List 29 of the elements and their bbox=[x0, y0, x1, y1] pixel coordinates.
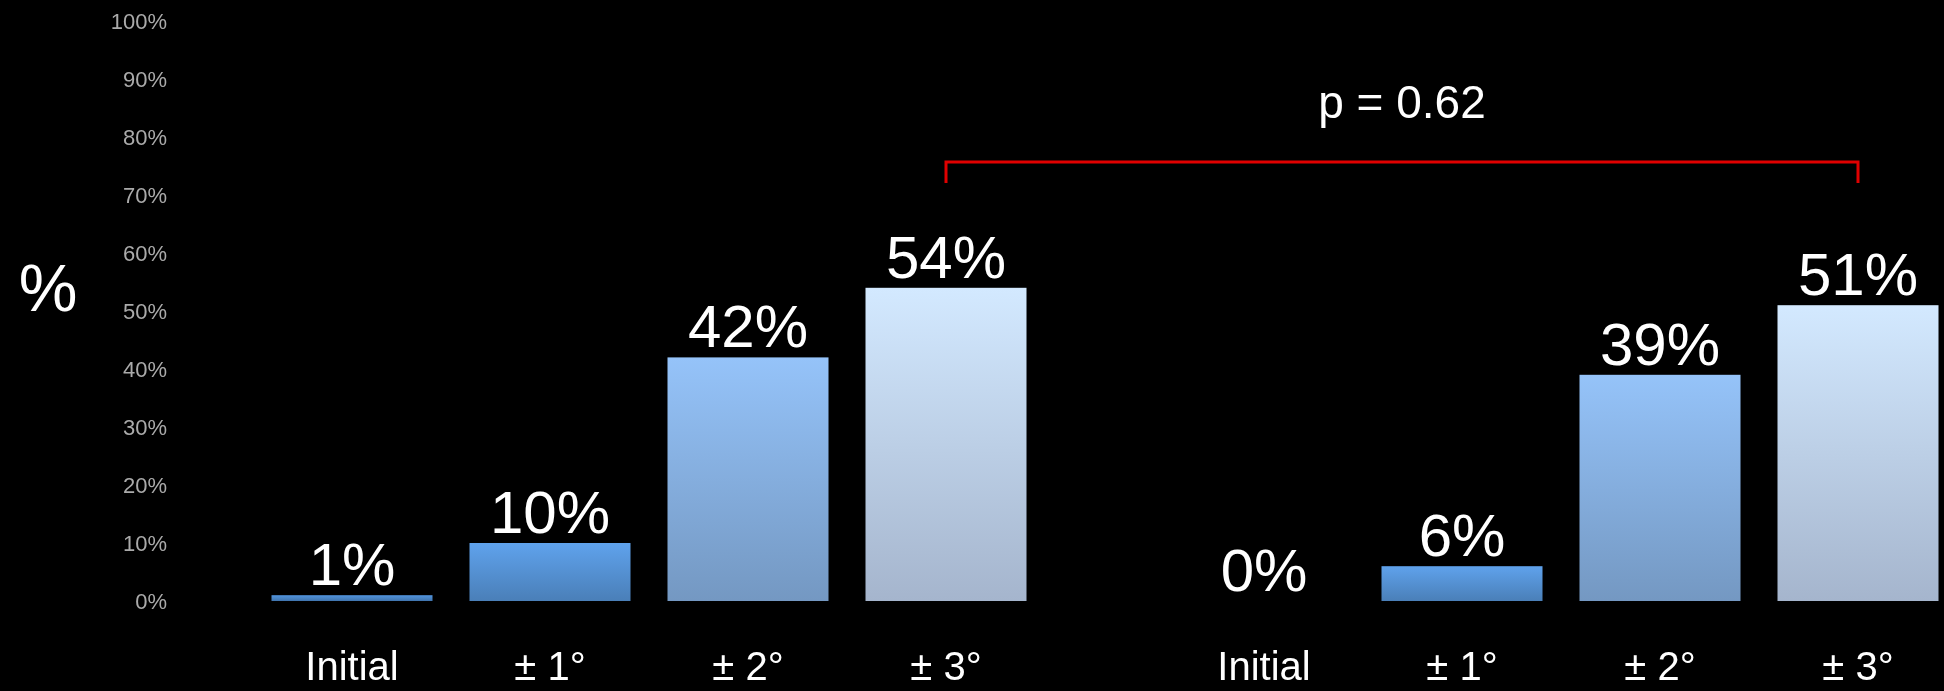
data-label: 0% bbox=[1220, 537, 1308, 604]
annotation: p = 0.62 bbox=[1318, 76, 1486, 128]
y-tick-label: 100% bbox=[110, 8, 167, 34]
y-tick-label: 40% bbox=[122, 356, 167, 382]
y-tick-label: 80% bbox=[122, 124, 167, 150]
data-label: 51% bbox=[1797, 241, 1919, 309]
y-tick-label: 30% bbox=[122, 414, 167, 440]
y-tick-label: 60% bbox=[122, 240, 167, 266]
x-tick-label: Initial bbox=[1217, 644, 1311, 688]
y-tick-label: 50% bbox=[122, 298, 167, 324]
y-tick-label: 90% bbox=[122, 66, 167, 92]
data-label: 1% bbox=[308, 531, 396, 599]
x-tick-label: Initial bbox=[305, 644, 399, 688]
data-label: 54% bbox=[885, 223, 1007, 291]
data-label: 6% bbox=[1418, 502, 1506, 570]
y-tick-label: 20% bbox=[122, 472, 167, 498]
x-tick-label: ± 3° bbox=[1822, 644, 1894, 688]
data-label: 39% bbox=[1599, 310, 1721, 378]
x-tick-label: ± 1° bbox=[514, 644, 586, 688]
x-tick-label: ± 3° bbox=[910, 644, 982, 688]
y-tick-label: 0% bbox=[135, 588, 167, 614]
y-axis-title: % bbox=[18, 251, 78, 326]
x-tick-label: ± 1° bbox=[1426, 644, 1498, 688]
y-tick-label: 70% bbox=[122, 182, 167, 208]
x-tick-label: ± 2° bbox=[1624, 644, 1696, 688]
data-label: 42% bbox=[687, 293, 809, 361]
data-label: 10% bbox=[489, 479, 611, 546]
x-tick-label: ± 2° bbox=[712, 644, 784, 688]
y-tick-label: 10% bbox=[122, 530, 167, 556]
